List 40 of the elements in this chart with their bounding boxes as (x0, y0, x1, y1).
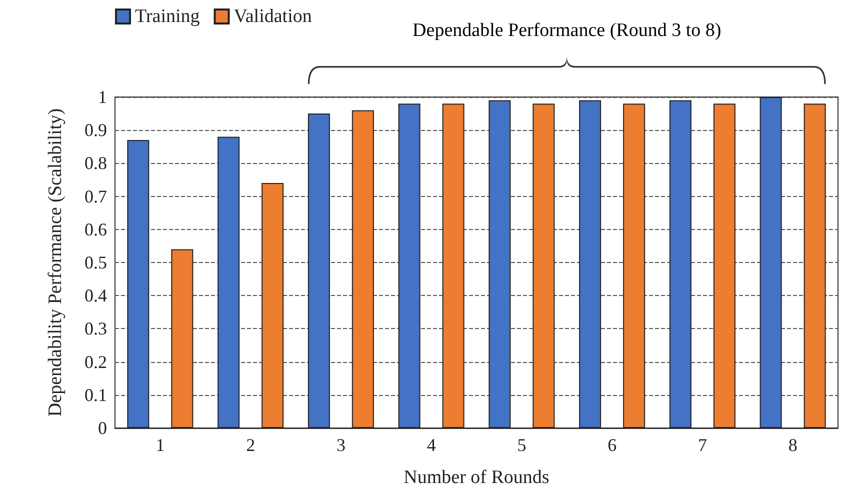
y-tick-label: 0.6 (84, 219, 107, 240)
bar (713, 104, 736, 428)
x-tick-label: 2 (246, 435, 256, 455)
bar (127, 140, 150, 428)
bar (398, 104, 420, 428)
y-tick-label: 0.1 (84, 384, 107, 405)
x-tick-label: 3 (336, 435, 346, 455)
y-tick-label: 0.3 (84, 318, 107, 339)
x-tick-label: 1 (156, 435, 165, 455)
y-axis-title: Dependability Performance (Scalability) (45, 108, 66, 417)
bar (488, 100, 511, 428)
bar (623, 104, 646, 428)
bar (760, 97, 782, 428)
y-tick-label: 0.4 (84, 286, 107, 306)
bar (804, 104, 826, 428)
bar (262, 183, 284, 428)
text: Dependable Performance (Round 3 to 8) (412, 20, 722, 42)
x-tick-label: 8 (788, 435, 798, 455)
y-tick-label: 0.9 (84, 120, 107, 140)
x-tick-label: 5 (517, 435, 526, 455)
bar (669, 100, 692, 428)
bar (579, 100, 602, 428)
bar (171, 249, 194, 428)
y-tick-label: 0.5 (84, 252, 107, 272)
x-tick-label: 4 (426, 435, 436, 455)
x-tick-label: 6 (608, 435, 617, 455)
y-tick-label: 0 (98, 418, 107, 438)
bar (308, 114, 330, 428)
x-axis-title: Number of Rounds (404, 467, 550, 488)
y-tick-label: 1 (98, 87, 107, 107)
bar (442, 104, 464, 428)
bar (352, 110, 374, 428)
legend-label: Validation (234, 6, 312, 27)
bar (218, 136, 240, 428)
y-tick-label: 0.7 (84, 186, 107, 206)
x-tick-label: 7 (698, 435, 707, 455)
y-tick-label: 0.2 (84, 352, 107, 372)
y-tick-label: 0.8 (84, 153, 107, 174)
legend-label: Training (135, 6, 200, 27)
bar (532, 104, 555, 428)
